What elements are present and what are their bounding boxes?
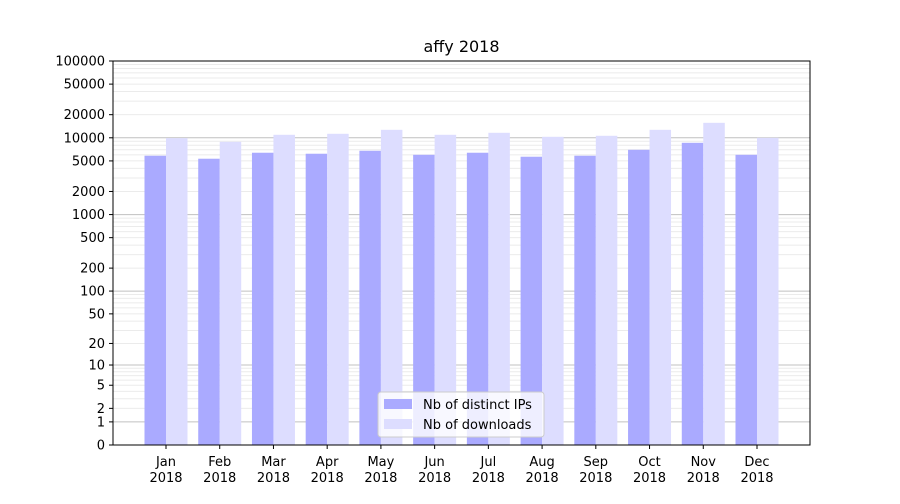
legend-label: Nb of downloads <box>423 418 532 433</box>
x-tick-label-line: Oct <box>638 455 660 470</box>
bar-downloads <box>649 129 672 446</box>
x-tick-label-line: Jun <box>423 455 444 470</box>
bar-downloads <box>703 122 725 446</box>
y-tick-label: 1 <box>97 415 105 430</box>
bar-distinct-ips <box>198 158 220 445</box>
y-tick-label: 10000 <box>64 131 105 146</box>
bar-distinct-ips <box>574 155 596 445</box>
x-tick-label-line: 2018 <box>740 471 773 486</box>
y-tick-label: 10 <box>88 359 105 374</box>
axes-frame <box>112 60 811 446</box>
bar-distinct-ips <box>413 154 435 445</box>
bar-distinct-ips <box>681 142 704 445</box>
x-tick-label: Jun 2018 <box>418 455 451 486</box>
legend-swatch <box>384 419 412 429</box>
x-tick-label: May 2018 <box>364 455 397 486</box>
bar-downloads <box>757 137 779 445</box>
x-tick-label-line: Jul <box>480 455 497 470</box>
y-tick-label: 50000 <box>64 78 105 93</box>
y-tick-label: 2000 <box>72 185 105 200</box>
bar-downloads <box>273 134 295 445</box>
bar-distinct-ips <box>359 150 381 445</box>
bar-distinct-ips <box>305 153 328 445</box>
x-tick-label-line: Nov <box>691 455 717 470</box>
bar-downloads <box>166 138 188 445</box>
y-tick-label: 200 <box>80 262 105 277</box>
x-tick-label-line: Dec <box>744 455 769 470</box>
x-tick-label-line: Apr <box>316 455 339 470</box>
y-tick-label: 0 <box>97 439 105 454</box>
bar-downloads <box>380 129 403 446</box>
y-tick-label: 100000 <box>55 55 105 70</box>
y-tick-label: 20000 <box>64 108 105 123</box>
x-tick-label-line: May <box>367 455 394 470</box>
x-tick-label-line: 2018 <box>687 471 720 486</box>
x-tick-label-line: 2018 <box>472 471 505 486</box>
x-tick-label: Jul 2018 <box>472 455 505 486</box>
bar-downloads <box>219 141 242 446</box>
x-tick-label: Dec 2018 <box>740 455 773 486</box>
x-tick-label-line: 2018 <box>149 471 182 486</box>
legend-swatch <box>384 399 412 409</box>
x-tick-label-line: 2018 <box>311 471 344 486</box>
x-tick-label-line: 2018 <box>633 471 666 486</box>
bar-downloads <box>434 134 457 445</box>
x-tick-label: Aug 2018 <box>526 455 559 486</box>
y-tick-label: 100 <box>80 285 105 300</box>
x-tick-label-line: Jan <box>155 455 176 470</box>
y-tick-label: 20 <box>88 337 105 352</box>
x-tick-label: Mar 2018 <box>257 455 290 486</box>
bar-distinct-ips <box>466 152 489 445</box>
x-tick-label-line: Feb <box>208 455 231 470</box>
bar-distinct-ips <box>251 152 274 445</box>
x-tick-label-line: Aug <box>529 455 554 470</box>
x-tick-label-line: 2018 <box>579 471 612 486</box>
bar-distinct-ips <box>520 156 543 446</box>
y-tick-label: 5 <box>97 379 105 394</box>
y-tick-label: 1000 <box>72 208 105 223</box>
y-tick-label: 5000 <box>72 154 105 169</box>
bar-distinct-ips <box>735 154 757 445</box>
x-tick-label-line: 2018 <box>526 471 559 486</box>
x-tick-label: Nov 2018 <box>687 455 720 486</box>
x-tick-label-line: 2018 <box>257 471 290 486</box>
x-tick-label-line: 2018 <box>203 471 236 486</box>
bar-downloads <box>327 133 349 445</box>
bar-downloads <box>488 132 510 446</box>
x-tick-label: Oct 2018 <box>633 455 666 486</box>
bar-downloads <box>595 135 618 445</box>
bar-distinct-ips <box>144 155 166 445</box>
legend-label: Nb of distinct IPs <box>423 398 532 413</box>
x-tick-label-line: Sep <box>584 455 609 470</box>
x-tick-label: Apr 2018 <box>311 455 344 486</box>
x-tick-label-line: 2018 <box>418 471 451 486</box>
x-tick-label: Sep 2018 <box>579 455 612 486</box>
y-tick-label: 50 <box>88 307 105 322</box>
bar-downloads <box>542 136 564 445</box>
y-tick-label: 2 <box>97 402 105 417</box>
chart-title: affy 2018 <box>423 37 499 56</box>
x-tick-label-line: 2018 <box>364 471 397 486</box>
legend: Nb of distinct IPs Nb of downloads <box>377 391 545 438</box>
y-tick-label: 500 <box>80 231 105 246</box>
x-tick-label-line: Mar <box>261 455 286 470</box>
x-tick-label: Jan 2018 <box>149 455 182 486</box>
legend-box <box>377 391 545 438</box>
x-tick-label: Feb 2018 <box>203 455 236 486</box>
bar-distinct-ips <box>628 149 650 445</box>
